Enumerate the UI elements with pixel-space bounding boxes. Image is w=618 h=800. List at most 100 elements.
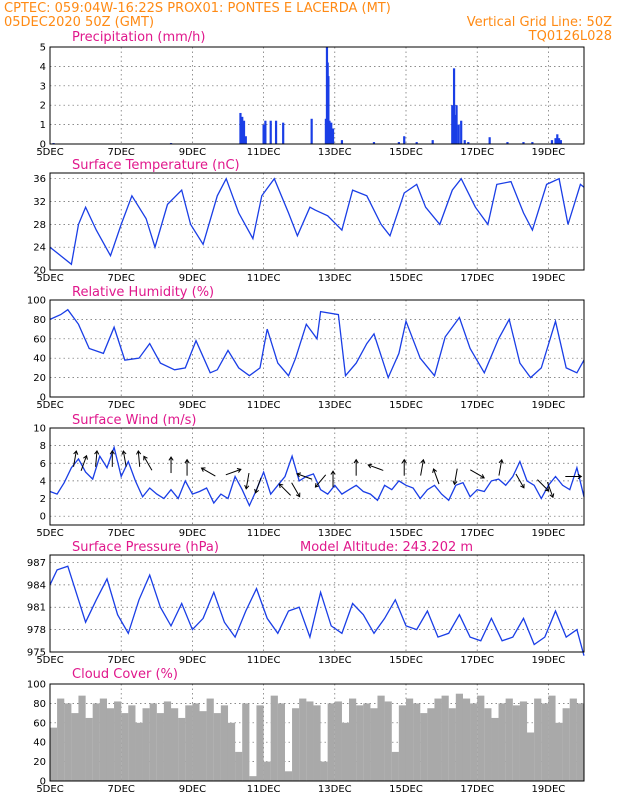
cloud-bar — [569, 698, 577, 781]
cloud-bar — [149, 703, 157, 781]
precip-bar — [550, 140, 554, 144]
precip-bar — [340, 140, 344, 144]
y-tick-label: 8 — [40, 441, 46, 452]
y-tick-label: 4 — [40, 476, 46, 487]
x-tick-label: 7DEC — [108, 273, 135, 284]
wind-arrow-head — [314, 483, 320, 488]
precip-bar — [269, 120, 272, 144]
cloud-bar — [313, 705, 321, 781]
x-tick-label: 11DEC — [247, 400, 281, 411]
wind-arrow-shaft — [225, 468, 242, 476]
x-tick-label: 19DEC — [532, 147, 566, 158]
cloud-bar — [85, 717, 93, 781]
wind-arrow-head — [549, 493, 555, 499]
precip-bar — [506, 142, 509, 144]
x-tick-label: 11DEC — [247, 273, 281, 284]
y-tick-label: 40 — [33, 738, 46, 749]
cloud-bar — [470, 703, 478, 781]
wind-arrow-head — [577, 473, 583, 480]
wind-arrow-head — [109, 449, 115, 455]
wind-arrow-head — [168, 456, 174, 461]
wind-arrow — [537, 479, 550, 492]
wind-arrow-shaft — [433, 468, 440, 485]
precip-bar — [488, 137, 491, 144]
panel-frame — [49, 46, 585, 145]
cloud-bar — [249, 776, 257, 781]
precip-bar — [397, 142, 400, 144]
x-tick-label: 19DEC — [532, 528, 566, 539]
x-tick-label: 13DEC — [318, 273, 352, 284]
panel-precipitation: Precipitation (mm/h) 5DEC 7DEC 9DEC 11DEC 13… — [36, 30, 585, 158]
x-tick-label: 13DEC — [318, 655, 352, 666]
series-line — [49, 565, 585, 656]
x-tick-label: 9DEC — [179, 784, 206, 795]
cloud-bar — [427, 708, 435, 781]
header-model-id: TQ0126L028 — [528, 29, 612, 44]
x-tick-label: 11DEC — [247, 528, 281, 539]
wind-arrow — [200, 467, 216, 477]
wind-arrow-head — [544, 486, 550, 492]
wind-arrow-shaft — [296, 473, 313, 480]
panel-title: Precipitation (mm/h) — [72, 30, 205, 45]
wind-arrow — [565, 473, 583, 480]
cloud-bar — [92, 703, 100, 781]
cloud-bar — [441, 695, 449, 781]
x-tick-label: 7DEC — [108, 400, 135, 411]
cloud-bar — [277, 703, 285, 781]
x-tick-label: 15DEC — [389, 784, 423, 795]
wind-arrow-shaft — [420, 459, 424, 476]
y-tick-label: 24 — [33, 243, 46, 254]
precip-bar — [310, 118, 313, 144]
cloud-bar — [185, 705, 193, 781]
wind-arrow-shaft — [515, 473, 525, 489]
x-tick-label: 5DEC — [36, 784, 63, 795]
x-tick-label: 7DEC — [108, 784, 135, 795]
y-tick-label: 60 — [33, 334, 46, 345]
precip-bar — [241, 116, 244, 144]
wind-arrow-head — [121, 450, 127, 455]
header-station-line: CPTEC: 059:04W-16:22S PROX01: PONTES E L… — [4, 1, 391, 16]
cloud-bar — [405, 698, 414, 781]
y-tick-label: 0 — [40, 393, 46, 404]
temperature-marks: 5DEC 7DEC 9DEC 11DEC 13DEC 15DEC 17DEC 19DEC 20 2… — [33, 173, 585, 284]
wind-arrow — [94, 449, 100, 467]
x-tick-label: 9DEC — [179, 400, 206, 411]
x-tick-label: 7DEC — [108, 655, 135, 666]
panel-surface-temperature: Surface Temperature (nC) 5DEC 7DEC 9DEC 11D… — [33, 158, 585, 284]
cloud-bar — [398, 705, 407, 781]
wind-arrow-shaft — [201, 467, 216, 477]
x-tick-label: 19DEC — [532, 400, 566, 411]
cloud-bar — [420, 713, 428, 781]
cloud-bar — [562, 708, 570, 781]
precip-bar — [244, 136, 247, 144]
cloud-bar — [57, 698, 65, 781]
cloud-bar — [206, 698, 214, 781]
wind-arrow-shaft — [470, 469, 485, 479]
cloud-bar — [527, 732, 535, 781]
x-tick-label: 19DEC — [532, 273, 566, 284]
wind-arrow — [184, 458, 190, 476]
cloud-bar — [555, 722, 563, 781]
header-grid-note: Vertical Grid Line: 50Z — [467, 15, 612, 30]
precip-bar — [460, 120, 463, 144]
wind-arrow-shaft — [546, 482, 554, 498]
cloud-bar — [327, 703, 335, 781]
model-altitude-note: Model Altitude: 243.202 m — [300, 540, 473, 555]
panel-frame — [49, 172, 585, 271]
x-tick-label: 13DEC — [318, 528, 352, 539]
cloud-bar — [434, 698, 442, 781]
precip-bar — [556, 134, 559, 144]
x-tick-label: 9DEC — [179, 655, 206, 666]
precip-bar — [330, 122, 333, 144]
y-tick-label: 100 — [27, 296, 46, 307]
cloud-bar — [455, 693, 463, 781]
cloud-bar — [356, 705, 364, 781]
cloud-bar — [334, 701, 342, 781]
wind-arrow-shaft — [453, 468, 458, 485]
precip-bar — [327, 76, 330, 144]
wind-arrow-shaft — [143, 456, 153, 471]
series-line — [49, 177, 585, 266]
humidity-marks: 5DEC 7DEC 9DEC 11DEC 13DEC 15DEC 17DEC 19DEC 0 20… — [27, 296, 585, 411]
wind-arrow-shaft — [315, 474, 327, 488]
x-tick-label: 9DEC — [179, 147, 206, 158]
